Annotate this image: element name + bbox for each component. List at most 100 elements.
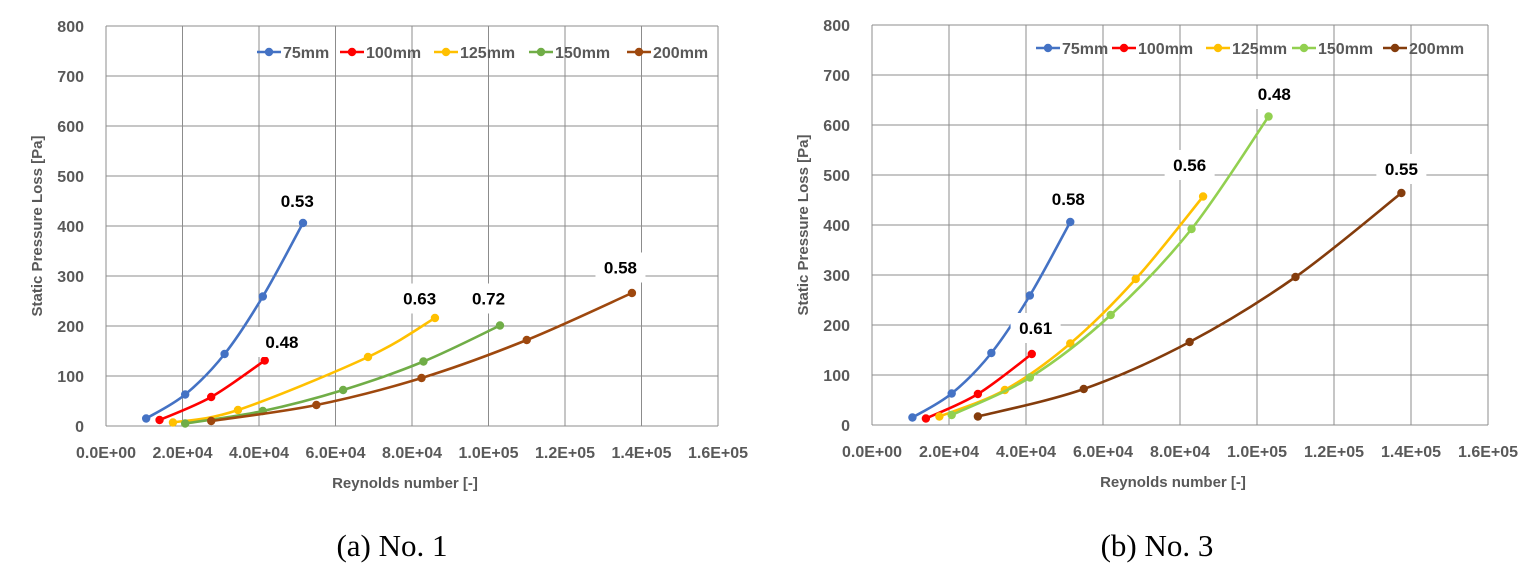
- data-point-75mm: [180, 390, 190, 399]
- caption-a: (a) No. 1: [336, 528, 448, 563]
- y-tick-label: 400: [823, 218, 850, 235]
- x-axis-title: Reynolds number [-]: [332, 475, 478, 492]
- data-point-200mm: [522, 335, 531, 345]
- y-axis-title: Static Pressure Loss [Pa]: [795, 135, 812, 316]
- legend-label: 150mm: [1318, 41, 1373, 58]
- legend: 75mm 100mm 125mm 150mm 200mm: [1036, 41, 1464, 58]
- x-tick-label: 2.0E+04: [152, 445, 212, 462]
- series-line-125mm: [172, 316, 436, 424]
- data-point-100mm: [1027, 349, 1036, 359]
- chart-2: 0 100 200 300 400 500 600 700 800 0.0E+00 2.0E+04 4…: [795, 18, 1518, 491]
- data-point-100mm: [206, 392, 216, 402]
- data-point-75mm: [1025, 291, 1035, 300]
- legend-label: 200mm: [653, 45, 708, 62]
- series-line-125mm: [938, 195, 1205, 418]
- y-tick-label: 700: [823, 68, 850, 85]
- annotation-box: [1249, 79, 1300, 109]
- legend-label: 125mm: [1232, 41, 1287, 58]
- data-point-200mm: [417, 373, 426, 383]
- caption-b: (b) No. 3: [1100, 528, 1214, 563]
- data-point-100mm: [155, 415, 164, 425]
- data-point-150mm: [947, 410, 956, 420]
- y-tick-label: 0: [841, 418, 850, 435]
- x-tick-label: 1.2E+05: [1304, 444, 1364, 461]
- y-tick-label: 800: [823, 18, 850, 35]
- y-tick-label: 700: [57, 69, 84, 86]
- annotation-label: 0.48: [1258, 85, 1291, 104]
- annotation-box: [1376, 154, 1427, 184]
- legend-marker: [264, 47, 274, 57]
- data-point-125mm: [430, 313, 440, 323]
- x-tick-label: 6.0E+04: [305, 445, 365, 462]
- annotation-label: 0.56: [1173, 156, 1206, 175]
- legend-marker: [1213, 43, 1223, 53]
- series-line-150mm: [951, 115, 1270, 417]
- data-point-125mm: [233, 405, 243, 415]
- y-tick-label: 100: [823, 368, 850, 385]
- data-point-75mm: [908, 413, 917, 422]
- data-point-75mm: [141, 414, 151, 423]
- y-axis-title: Static Pressure Loss [Pa]: [29, 136, 46, 317]
- annotation-label: 0.58: [1052, 190, 1085, 209]
- data-point-200mm: [1291, 272, 1300, 282]
- data-point-200mm: [1397, 188, 1406, 198]
- data-point-125mm: [363, 352, 373, 362]
- annotation-box: [595, 252, 646, 283]
- data-point-150mm: [1106, 310, 1115, 320]
- data-point-150mm: [338, 385, 348, 395]
- annotation-label: 0.55: [1385, 160, 1418, 179]
- x-tick-label: 1.0E+05: [458, 445, 518, 462]
- data-point-75mm: [987, 348, 996, 358]
- annotation-box: [1043, 184, 1094, 214]
- data-point-150mm: [1187, 224, 1196, 234]
- data-point-125mm: [1066, 339, 1075, 348]
- data-point-150mm: [495, 321, 505, 330]
- legend-marker: [347, 47, 357, 57]
- series-line-150mm: [184, 324, 501, 425]
- data-point-100mm: [260, 356, 269, 365]
- chart-1: 0 100 200 300 400 500 600 700 800 0.0E+00 2.0E+04 4…: [29, 19, 748, 492]
- data-point-75mm: [258, 292, 268, 301]
- y-tick-label: 400: [57, 219, 84, 236]
- x-tick-label: 8.0E+04: [382, 445, 442, 462]
- y-tick-label: 300: [57, 269, 84, 286]
- x-tick-label: 1.0E+05: [1227, 444, 1287, 461]
- annotation-box: [272, 186, 323, 216]
- data-point-200mm: [312, 400, 321, 410]
- legend-label: 75mm: [283, 45, 329, 62]
- data-point-150mm: [180, 419, 190, 428]
- x-tick-label: 2.0E+04: [919, 444, 979, 461]
- legend-label: 125mm: [460, 45, 515, 62]
- legend-label: 200mm: [1409, 41, 1464, 58]
- annotation-box: [1164, 150, 1215, 180]
- y-tick-label: 0: [75, 419, 84, 436]
- annotation-box: [463, 283, 514, 314]
- x-tick-label: 1.4E+05: [611, 445, 671, 462]
- data-point-125mm: [1131, 274, 1140, 284]
- x-axis-title: Reynolds number [-]: [1100, 474, 1246, 491]
- legend-marker: [1043, 43, 1053, 53]
- data-point-200mm: [973, 412, 983, 421]
- x-tick-label: 4.0E+04: [229, 445, 289, 462]
- annotation-label: 0.53: [281, 192, 314, 211]
- data-point-75mm: [220, 349, 229, 359]
- x-tick-label: 1.6E+05: [1458, 444, 1518, 461]
- y-tick-label: 100: [57, 369, 84, 386]
- legend-marker: [1119, 43, 1129, 53]
- legend-label: 75mm: [1062, 41, 1108, 58]
- legend-marker: [536, 47, 546, 57]
- y-tick-label: 500: [823, 168, 850, 185]
- y-tick-label: 500: [57, 169, 84, 186]
- data-point-75mm: [947, 389, 956, 398]
- x-tick-label: 8.0E+04: [1150, 444, 1210, 461]
- x-tick-label: 0.0E+00: [842, 444, 902, 461]
- legend-label: 100mm: [366, 45, 421, 62]
- data-point-75mm: [298, 218, 308, 228]
- legend-marker: [634, 47, 644, 57]
- legend-marker: [441, 47, 451, 57]
- annotation-label: 0.72: [472, 290, 505, 309]
- x-tick-label: 1.2E+05: [535, 445, 595, 462]
- x-tick-label: 0.0E+00: [76, 445, 136, 462]
- data-point-150mm: [1025, 373, 1035, 382]
- y-tick-label: 800: [57, 19, 84, 36]
